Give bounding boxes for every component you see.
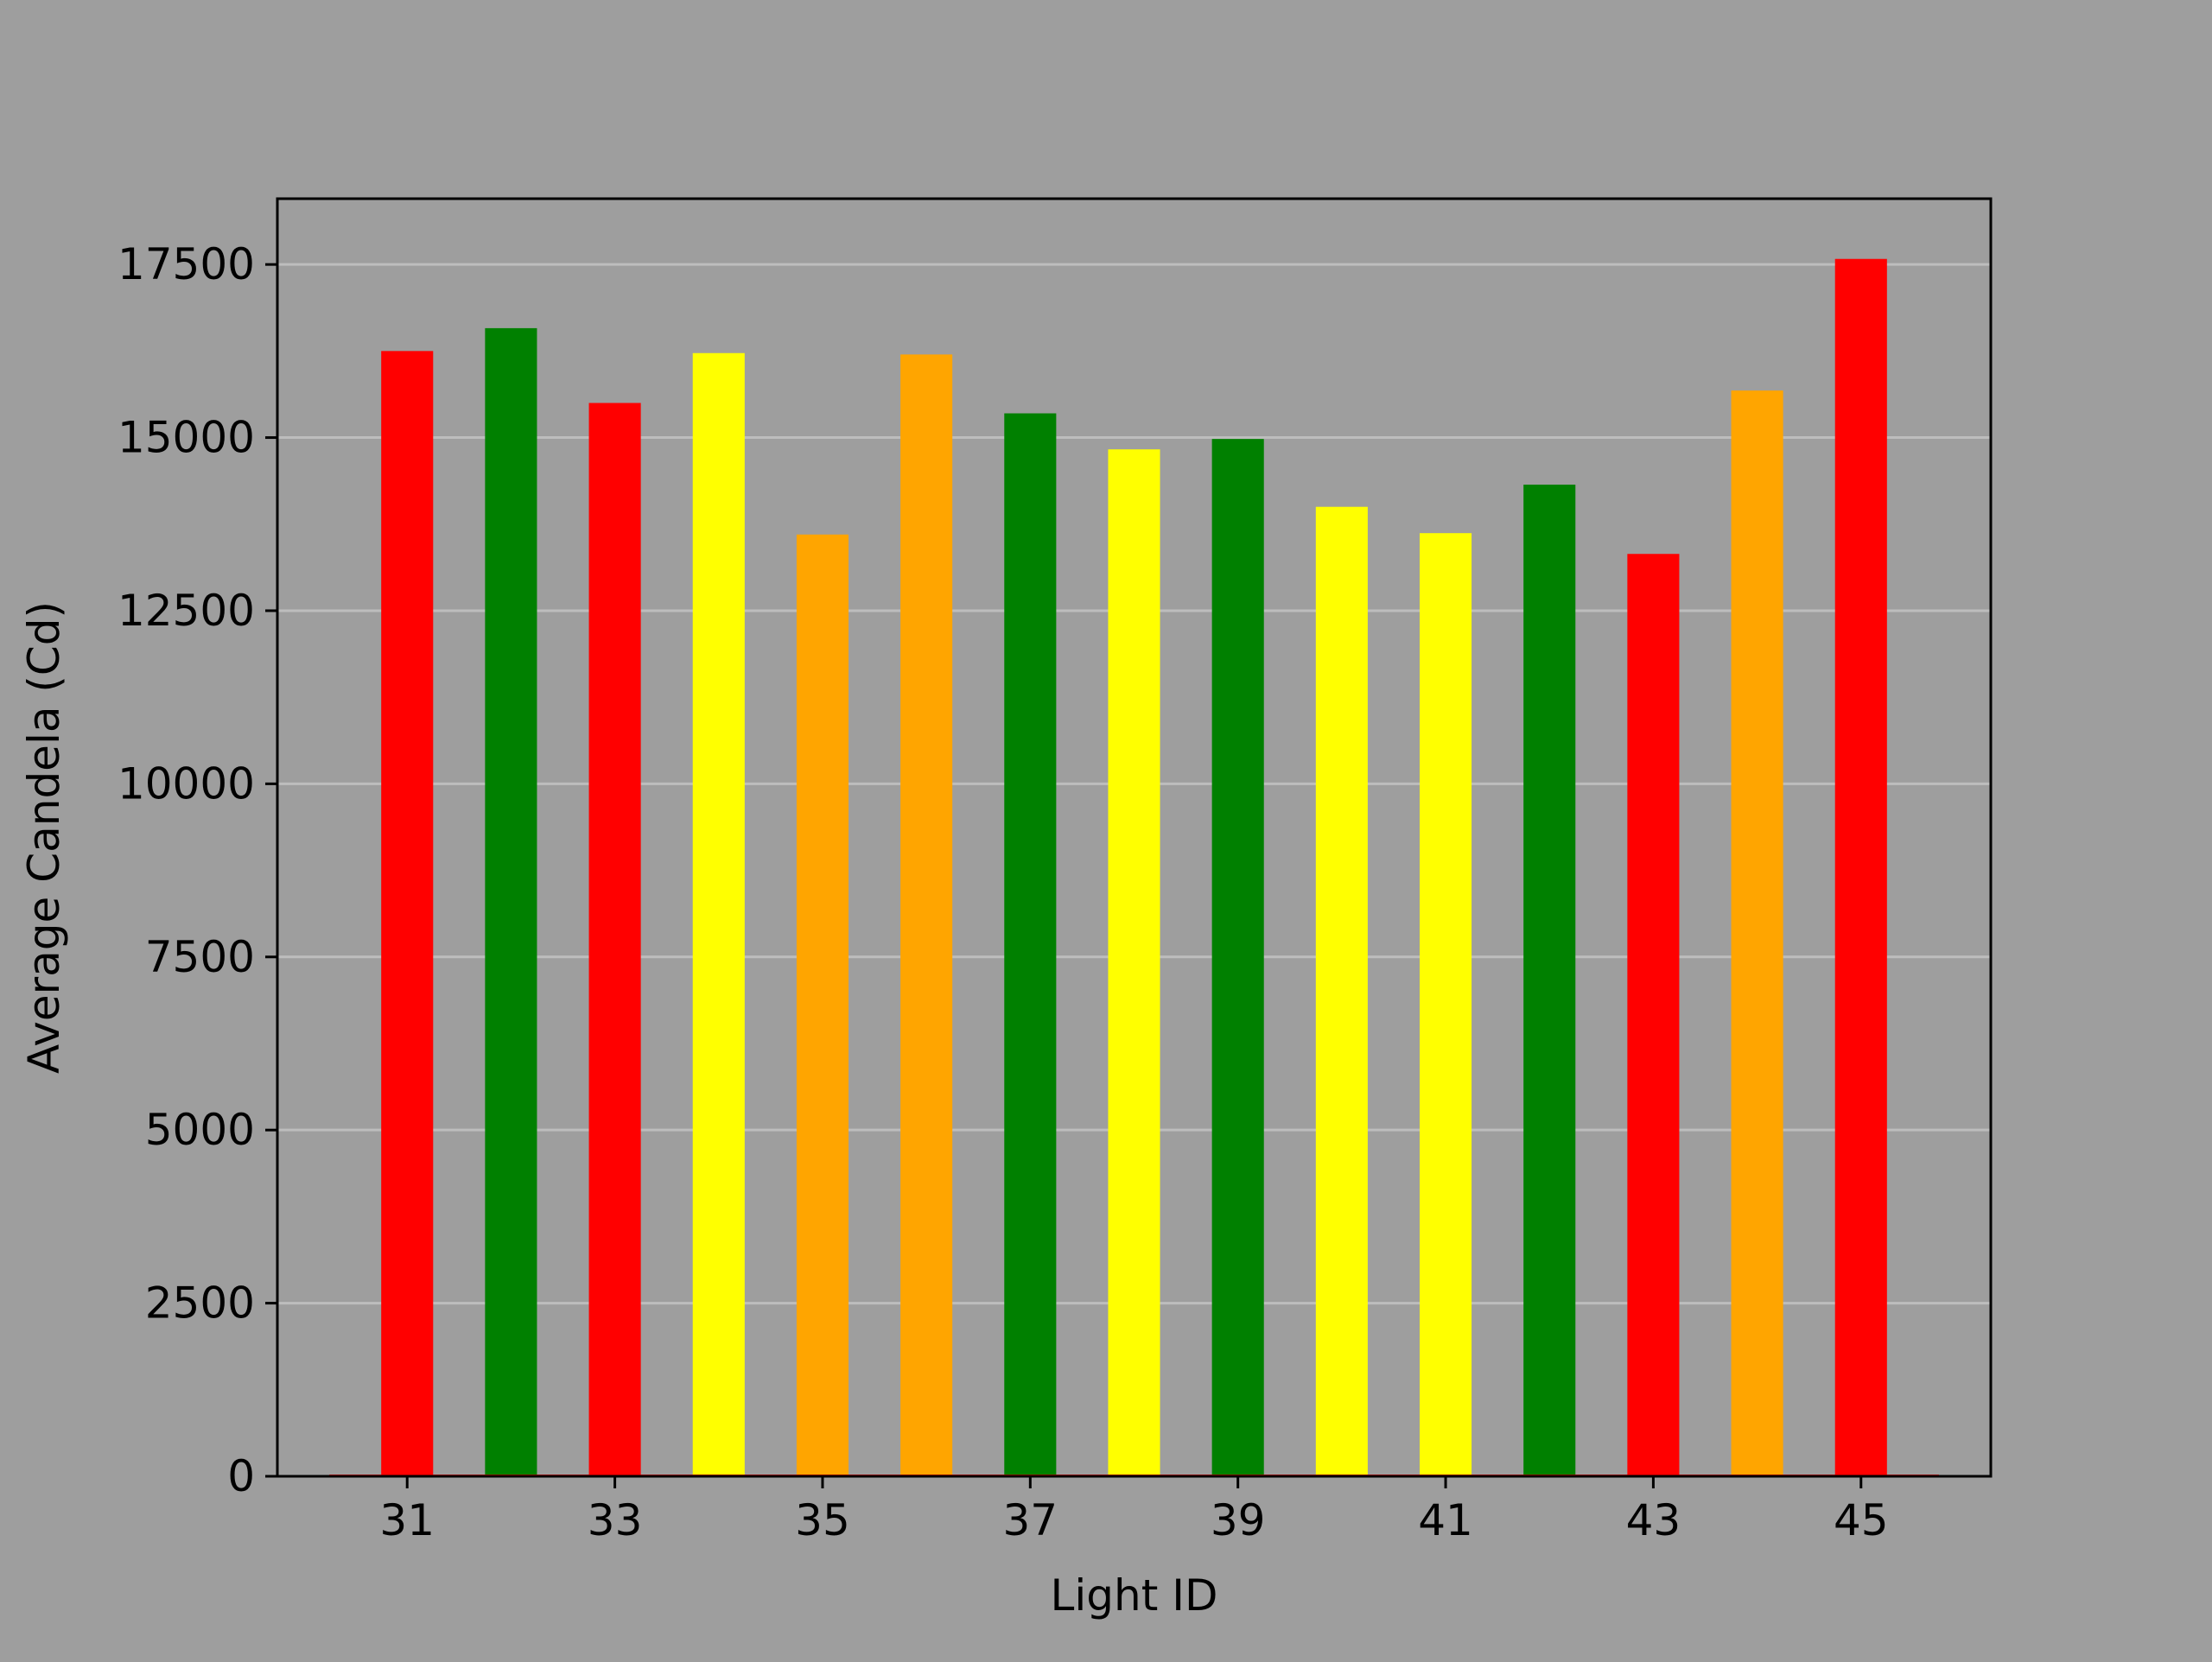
- y-tick-label: 7500: [145, 932, 255, 982]
- x-tick-label: 37: [1003, 1495, 1058, 1545]
- bar-34: [692, 352, 745, 1477]
- y-tick-label: 2500: [145, 1278, 255, 1329]
- bar-33: [588, 403, 641, 1476]
- bar-39: [1211, 439, 1264, 1477]
- bar-31: [381, 351, 434, 1477]
- y-tick-label: 12500: [118, 586, 255, 636]
- bar-37: [1004, 413, 1057, 1477]
- plot-frame: [276, 197, 1993, 1478]
- x-tick-label: 45: [1834, 1495, 1889, 1545]
- x-tick-label: 39: [1211, 1495, 1266, 1545]
- y-tick-label: 0: [227, 1451, 255, 1501]
- y-axis-ticks: 0 2500 5000 7500 10000 12500 15000 17500: [118, 239, 277, 1501]
- y-axis-label: Average Candela (Cd): [19, 601, 69, 1074]
- x-tick-label: 31: [379, 1495, 435, 1545]
- y-tick-label: 17500: [118, 239, 255, 289]
- bar-43: [1627, 554, 1680, 1476]
- bar-41: [1420, 533, 1472, 1477]
- bar-45: [1834, 258, 1887, 1476]
- bar-40: [1315, 506, 1368, 1476]
- x-tick-label: 33: [588, 1495, 643, 1545]
- bar-36: [900, 354, 953, 1476]
- bars: [381, 258, 1887, 1477]
- bar-35: [796, 534, 849, 1477]
- x-tick-label: 43: [1626, 1495, 1681, 1545]
- y-tick-label: 5000: [145, 1105, 255, 1155]
- x-tick-label: 35: [795, 1495, 850, 1545]
- x-tick-label: 41: [1418, 1495, 1473, 1545]
- x-axis-ticks: 31 33 35 37 39 41 43 45: [379, 1476, 1889, 1545]
- x-axis-label: Light ID: [1051, 1570, 1218, 1621]
- bar-42: [1523, 485, 1576, 1476]
- bar-32: [485, 327, 537, 1476]
- y-tick-label: 15000: [118, 413, 255, 463]
- bar-44: [1731, 390, 1783, 1476]
- bar-38: [1108, 449, 1160, 1476]
- y-tick-label: 10000: [118, 758, 255, 809]
